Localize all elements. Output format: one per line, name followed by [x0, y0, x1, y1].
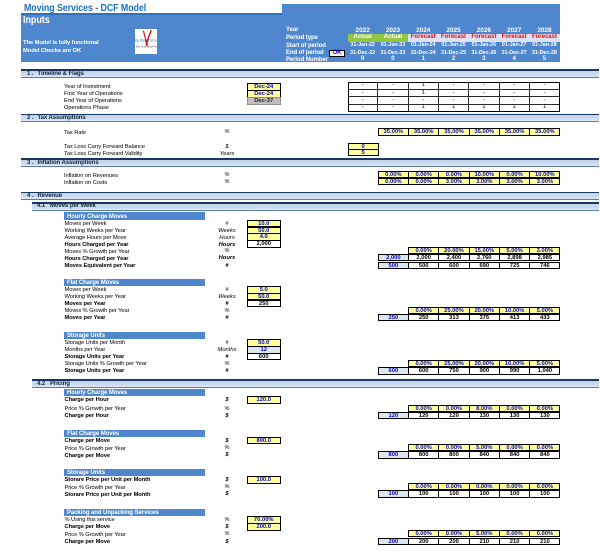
svg-text:Mini Consulting Firm: Mini Consulting Firm — [136, 45, 157, 48]
svg-text:Big World Street: Big World Street — [135, 38, 158, 42]
